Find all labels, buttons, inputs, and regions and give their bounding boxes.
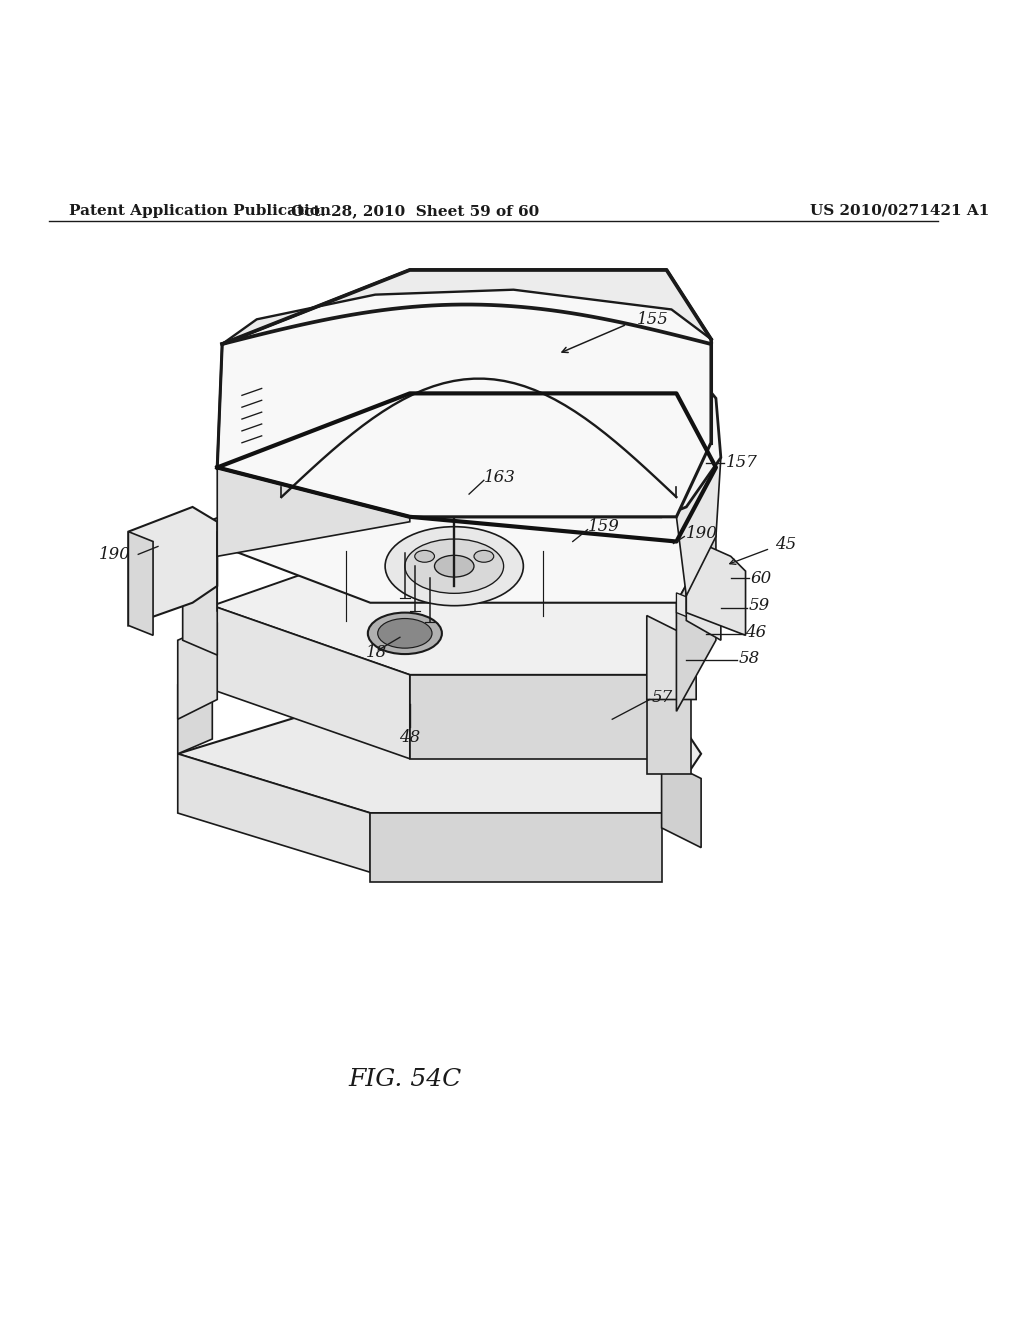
Polygon shape	[647, 615, 696, 700]
Polygon shape	[182, 532, 217, 655]
Polygon shape	[686, 536, 745, 635]
Polygon shape	[410, 675, 662, 759]
Polygon shape	[647, 700, 691, 774]
Polygon shape	[178, 669, 212, 754]
Polygon shape	[677, 593, 701, 623]
Polygon shape	[686, 536, 721, 640]
Text: 155: 155	[637, 310, 669, 327]
Text: 57: 57	[651, 689, 673, 706]
Polygon shape	[178, 754, 371, 873]
Text: 157: 157	[726, 454, 758, 471]
Text: 60: 60	[751, 569, 772, 586]
Polygon shape	[178, 694, 701, 813]
Text: 45: 45	[775, 536, 797, 553]
Text: 59: 59	[749, 597, 770, 614]
Ellipse shape	[378, 619, 432, 648]
Polygon shape	[128, 507, 217, 626]
Ellipse shape	[415, 550, 434, 562]
Text: FIG. 54C: FIG. 54C	[348, 1068, 462, 1092]
Polygon shape	[212, 536, 701, 675]
Polygon shape	[217, 319, 721, 517]
Text: Patent Application Publication: Patent Application Publication	[70, 203, 331, 218]
Polygon shape	[662, 759, 701, 847]
Polygon shape	[217, 271, 711, 517]
Polygon shape	[677, 442, 721, 595]
Polygon shape	[212, 606, 410, 759]
Text: 190: 190	[686, 525, 718, 543]
Polygon shape	[217, 467, 410, 556]
Polygon shape	[227, 364, 716, 517]
Ellipse shape	[404, 539, 504, 594]
Polygon shape	[182, 458, 716, 603]
Ellipse shape	[385, 527, 523, 606]
Polygon shape	[128, 532, 153, 635]
Polygon shape	[371, 813, 662, 882]
Ellipse shape	[434, 556, 474, 577]
Text: 159: 159	[588, 519, 620, 535]
Text: 163: 163	[484, 469, 516, 486]
Text: 18: 18	[366, 644, 387, 660]
Text: US 2010/0271421 A1: US 2010/0271421 A1	[810, 203, 989, 218]
Polygon shape	[677, 532, 716, 711]
Polygon shape	[193, 553, 217, 583]
Text: 190: 190	[98, 546, 131, 562]
Text: 46: 46	[745, 624, 767, 640]
Ellipse shape	[474, 550, 494, 562]
Polygon shape	[222, 271, 711, 345]
Text: 48: 48	[399, 729, 421, 746]
Ellipse shape	[368, 612, 442, 655]
Text: Oct. 28, 2010  Sheet 59 of 60: Oct. 28, 2010 Sheet 59 of 60	[291, 203, 539, 218]
Polygon shape	[178, 623, 217, 719]
Text: 58: 58	[738, 649, 760, 667]
